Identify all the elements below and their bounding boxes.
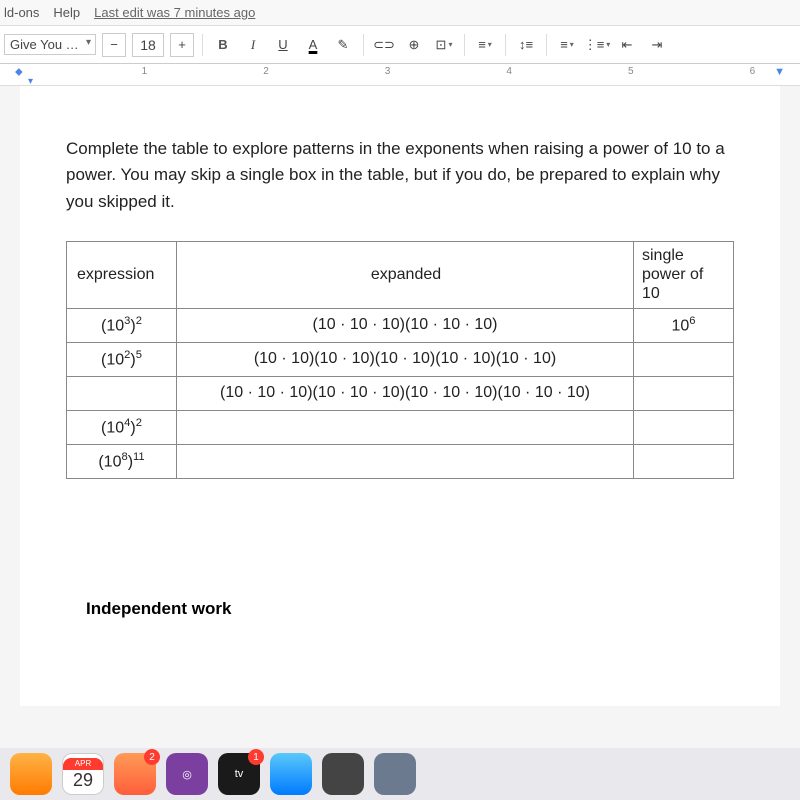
ruler-tick: 4	[506, 66, 512, 77]
cell-power[interactable]: 106	[634, 308, 734, 342]
app-icon[interactable]	[322, 753, 364, 795]
bulleted-list-button[interactable]: ⋮≡	[585, 33, 609, 57]
header-single-power: single power of 10	[634, 242, 734, 309]
cell-expression[interactable]: (104)2	[67, 410, 177, 444]
calendar-month: APR	[63, 758, 103, 770]
align-button[interactable]: ≡	[473, 33, 497, 57]
font-size-input[interactable]: 18	[132, 33, 164, 57]
separator	[363, 34, 364, 56]
cell-expression[interactable]: (102)5	[67, 342, 177, 376]
underline-button[interactable]: U	[271, 33, 295, 57]
numbered-list-button[interactable]: ≡	[555, 33, 579, 57]
app-icon[interactable]	[270, 753, 312, 795]
reminders-icon[interactable]	[114, 753, 156, 795]
cell-expression[interactable]	[67, 376, 177, 410]
document-page[interactable]: Complete the table to explore patterns i…	[20, 86, 780, 706]
decrease-font-button[interactable]: −	[102, 33, 126, 57]
table-row[interactable]: (108)11	[67, 444, 734, 478]
cell-expanded[interactable]: (10 · 10 · 10)(10 · 10 · 10)(10 · 10 · 1…	[177, 376, 634, 410]
appletv-icon[interactable]: tv	[218, 753, 260, 795]
increase-indent-button[interactable]: ⇥	[645, 33, 669, 57]
podcasts-icon[interactable]: ◎	[166, 753, 208, 795]
increase-font-button[interactable]: +	[170, 33, 194, 57]
cell-power[interactable]	[634, 444, 734, 478]
header-expression: expression	[67, 242, 177, 309]
separator	[546, 34, 547, 56]
right-margin-icon[interactable]: ▼	[774, 66, 785, 78]
ruler-tick: 1	[142, 66, 148, 77]
ruler-tick: 6	[750, 66, 756, 77]
directions-text: Complete the table to explore patterns i…	[66, 136, 734, 215]
cell-expanded[interactable]	[177, 410, 634, 444]
calendar-icon[interactable]: APR 29	[62, 753, 104, 795]
dock: APR 29 ◎ tv	[0, 748, 800, 800]
table-row[interactable]: (10 · 10 · 10)(10 · 10 · 10)(10 · 10 · 1…	[67, 376, 734, 410]
cell-power[interactable]	[634, 410, 734, 444]
line-spacing-button[interactable]: ↕≡	[514, 33, 538, 57]
italic-button[interactable]: I	[241, 33, 265, 57]
left-margin-icon[interactable]: ⬥	[15, 66, 23, 79]
calendar-day: 29	[73, 770, 93, 791]
highlight-button[interactable]: ✎	[331, 33, 355, 57]
cell-expression[interactable]: (103)2	[67, 308, 177, 342]
table-header-row: expression expanded single power of 10	[67, 242, 734, 309]
text-color-button[interactable]: A	[301, 33, 325, 57]
cell-power[interactable]	[634, 342, 734, 376]
table-row[interactable]: (102)5 (10 · 10)(10 · 10)(10 · 10)(10 · …	[67, 342, 734, 376]
exponent-table[interactable]: expression expanded single power of 10 (…	[66, 241, 734, 479]
separator	[202, 34, 203, 56]
bold-button[interactable]: B	[211, 33, 235, 57]
decrease-indent-button[interactable]: ⇤	[615, 33, 639, 57]
font-family-select[interactable]: Give You Gl...	[4, 34, 96, 55]
insert-link-button[interactable]: ⊂⊃	[372, 33, 396, 57]
cell-expanded[interactable]: (10 · 10 · 10)(10 · 10 · 10)	[177, 308, 634, 342]
separator	[505, 34, 506, 56]
tab-stop-icon[interactable]: ▾	[28, 76, 33, 87]
ruler-tick: 5	[628, 66, 634, 77]
cell-expanded[interactable]	[177, 444, 634, 478]
menu-bar: ld-ons Help Last edit was 7 minutes ago	[0, 0, 800, 26]
cell-expression[interactable]: (108)11	[67, 444, 177, 478]
insert-image-button[interactable]: ⊡	[432, 33, 456, 57]
formatting-toolbar: Give You Gl... − 18 + B I U A ✎ ⊂⊃ ⊕ ⊡ ≡…	[0, 26, 800, 64]
cell-expanded[interactable]: (10 · 10)(10 · 10)(10 · 10)(10 · 10)(10 …	[177, 342, 634, 376]
tv-label: tv	[235, 768, 244, 780]
app-icon[interactable]	[374, 753, 416, 795]
ruler-tick: 3	[385, 66, 391, 77]
menu-addons[interactable]: ld-ons	[4, 5, 39, 20]
insert-comment-button[interactable]: ⊕	[402, 33, 426, 57]
ruler[interactable]: ⬥ ▾ 1 2 3 4 5 6 ▼	[0, 64, 800, 86]
table-row[interactable]: (103)2 (10 · 10 · 10)(10 · 10 · 10) 106	[67, 308, 734, 342]
section-heading: Independent work	[86, 599, 734, 619]
ruler-tick: 2	[263, 66, 269, 77]
last-edit-link[interactable]: Last edit was 7 minutes ago	[94, 5, 255, 20]
menu-help[interactable]: Help	[53, 5, 80, 20]
table-row[interactable]: (104)2	[67, 410, 734, 444]
cell-power[interactable]	[634, 376, 734, 410]
finder-icon[interactable]	[10, 753, 52, 795]
header-expanded: expanded	[177, 242, 634, 309]
separator	[464, 34, 465, 56]
